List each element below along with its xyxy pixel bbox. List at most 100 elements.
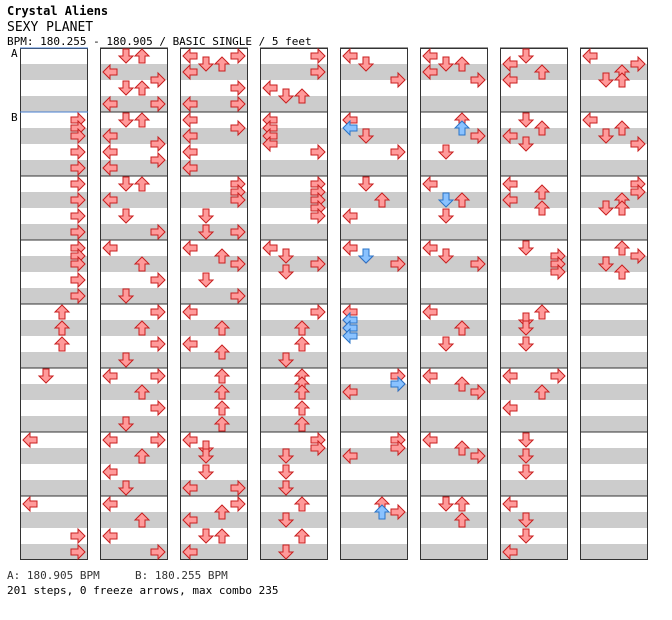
right-arrow-note — [230, 479, 246, 497]
left-arrow-note — [262, 135, 278, 153]
beat-band — [20, 384, 88, 400]
beat-band — [20, 416, 88, 432]
up-arrow-note — [213, 248, 231, 264]
right-arrow-note — [70, 271, 86, 289]
column-frame — [260, 48, 328, 560]
beat-band — [180, 96, 248, 112]
beat-band — [20, 480, 88, 496]
right-arrow-note — [310, 303, 326, 321]
right-arrow-note — [150, 151, 166, 169]
beat-band — [100, 96, 168, 112]
right-arrow-note — [150, 95, 166, 113]
left-arrow-note — [502, 543, 518, 561]
right-arrow-note — [630, 55, 646, 73]
left-arrow-note — [422, 367, 438, 385]
beat-band — [500, 160, 568, 176]
left-arrow-note — [342, 207, 358, 225]
left-arrow-note — [102, 191, 118, 209]
down-arrow-note — [517, 448, 535, 464]
down-arrow-note — [597, 72, 615, 88]
right-arrow-note — [150, 543, 166, 561]
right-arrow-note — [390, 143, 406, 161]
down-arrow-note — [517, 240, 535, 256]
up-arrow-note — [373, 504, 391, 520]
down-arrow-note — [197, 448, 215, 464]
up-arrow-note — [53, 320, 71, 336]
beat-band — [100, 192, 168, 208]
right-arrow-note — [310, 63, 326, 81]
beat-band — [340, 128, 408, 144]
left-arrow-note — [422, 239, 438, 257]
left-arrow-note — [182, 479, 198, 497]
beat-band — [580, 96, 648, 112]
right-arrow-note — [390, 439, 406, 457]
beat-band — [100, 544, 168, 560]
beat-band — [420, 544, 488, 560]
beat-band — [100, 352, 168, 368]
left-arrow-note — [582, 111, 598, 129]
left-arrow-note — [102, 367, 118, 385]
beat-band — [260, 384, 328, 400]
down-arrow-note — [437, 56, 455, 72]
beat-band — [100, 320, 168, 336]
footer-bpm: A: 180.905 BPM B: 180.255 BPM — [7, 569, 228, 582]
down-arrow-note — [197, 208, 215, 224]
left-arrow-note — [22, 431, 38, 449]
up-arrow-note — [213, 416, 231, 432]
up-arrow-note — [613, 264, 631, 280]
left-arrow-note — [262, 239, 278, 257]
beat-band — [500, 256, 568, 272]
up-arrow-note — [213, 400, 231, 416]
down-arrow-note — [357, 248, 375, 264]
left-arrow-note — [102, 527, 118, 545]
up-arrow-note — [133, 512, 151, 528]
beat-band — [580, 128, 648, 144]
down-arrow-note — [277, 248, 295, 264]
beat-band — [500, 320, 568, 336]
beat-band — [340, 288, 408, 304]
down-arrow-note — [517, 512, 535, 528]
up-arrow-note — [613, 72, 631, 88]
up-arrow-note — [453, 496, 471, 512]
beat-band — [420, 320, 488, 336]
beat-band — [20, 160, 88, 176]
beat-band — [500, 224, 568, 240]
left-arrow-note — [182, 431, 198, 449]
beat-band — [180, 224, 248, 240]
beat-band — [580, 320, 648, 336]
left-arrow-note — [342, 447, 358, 465]
right-arrow-note — [310, 143, 326, 161]
up-arrow-note — [133, 176, 151, 192]
chart-column — [180, 47, 248, 560]
right-arrow-note — [310, 255, 326, 273]
beat-band — [260, 128, 328, 144]
left-arrow-note — [182, 47, 198, 65]
down-arrow-note — [437, 144, 455, 160]
right-arrow-note — [70, 175, 86, 193]
left-arrow-note — [102, 431, 118, 449]
beat-band — [100, 224, 168, 240]
beat-band — [420, 224, 488, 240]
right-arrow-note — [150, 431, 166, 449]
left-arrow-note — [502, 399, 518, 417]
column-frame — [340, 48, 408, 560]
up-arrow-note — [133, 112, 151, 128]
down-arrow-note — [197, 464, 215, 480]
left-arrow-note — [102, 95, 118, 113]
right-arrow-note — [390, 255, 406, 273]
beat-band — [500, 64, 568, 80]
up-arrow-note — [53, 304, 71, 320]
beat-band — [20, 96, 88, 112]
left-arrow-note — [502, 71, 518, 89]
right-arrow-note — [230, 95, 246, 113]
beat-band — [260, 256, 328, 272]
beat-band — [500, 192, 568, 208]
right-arrow-note — [310, 207, 326, 225]
beat-band — [580, 256, 648, 272]
left-arrow-note — [582, 47, 598, 65]
up-arrow-note — [133, 448, 151, 464]
beat-band — [580, 544, 648, 560]
right-arrow-note — [310, 439, 326, 457]
right-arrow-note — [70, 255, 86, 273]
beat-band — [420, 160, 488, 176]
